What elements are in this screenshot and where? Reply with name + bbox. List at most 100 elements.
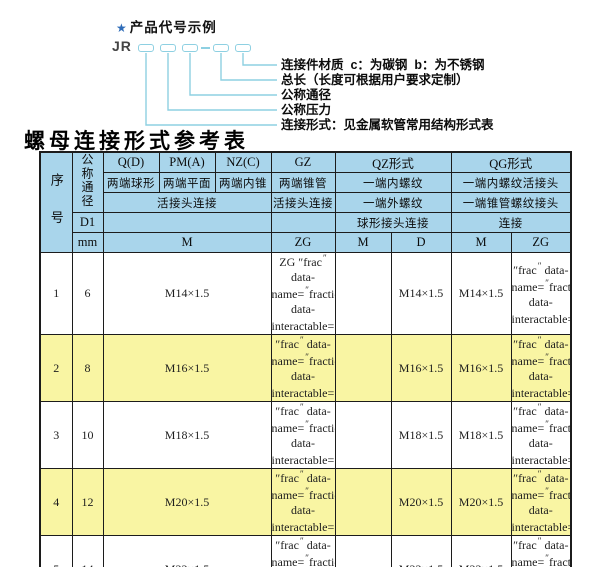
cell-dn: 10: [71, 401, 104, 469]
cell-qg-zg: ″frac″ data-name=″fraction″ data-interac…: [510, 334, 572, 402]
inch-mark: ″: [537, 260, 542, 271]
cell-gz-zg: ″frac″ data-name=″fraction″ data-interac…: [270, 468, 336, 536]
table-row: 514M22×1.5″frac″ data-name=″fraction″ da…: [39, 535, 572, 567]
callout-nominal-pressure: 公称压力: [281, 103, 332, 117]
product-code-diagram: ★ 产品代号示例 JR 连接件材质 c：为碳钢 b：为不锈钢 总长（长度可根据用户…: [0, 0, 600, 150]
cell-qg-zg: ″frac″ data-name=″fraction″ data-interac…: [510, 535, 572, 567]
header-union-connection: 活接头连接: [102, 192, 272, 213]
cell-qg-m: M14×1.5: [450, 252, 512, 335]
inch-mark: ″: [299, 402, 304, 413]
callout-material: 连接件材质 c：为碳钢 b：为不锈钢: [281, 58, 485, 72]
inch-mark: ″: [545, 486, 550, 496]
cell-qz-m: [334, 535, 392, 567]
cell-gz-zg: ″frac″ data-name=″fraction″ data-interac…: [270, 334, 336, 402]
cell-gz-zg: ″frac″ data-name=″fraction″ data-interac…: [270, 535, 336, 567]
cell-qg-zg: ″frac″ data-name=″fraction″ data-interac…: [510, 252, 572, 335]
inch-mark: ″: [299, 335, 304, 346]
cell-gz-zg: ZG ″frac″ data-name=″fraction″ data-inte…: [270, 252, 336, 335]
cell-qz-d: M20×1.5: [390, 468, 452, 536]
header-qz-m: M: [334, 232, 392, 253]
inch-mark: ″: [513, 337, 519, 351]
inch-mark: ″: [545, 419, 550, 429]
code-segment-box-4: [213, 44, 229, 52]
header-pm-type: 两端平面: [158, 172, 216, 193]
cell-gz-zg: ″frac″ data-name=″fraction″ data-interac…: [270, 401, 336, 469]
inch-mark: ″: [305, 352, 310, 362]
cell-seq: 3: [39, 401, 73, 469]
cell-qg-m: M18×1.5: [450, 401, 512, 469]
inch-mark: ″: [305, 419, 310, 429]
cell-seq: 4: [39, 468, 73, 536]
inch-mark: ″: [513, 404, 519, 418]
inch-mark: ″: [275, 337, 281, 351]
header-q-type: 两端球形: [102, 172, 160, 193]
table-header: 序号 公称通径 Q(D) PM(A) NZ(C) GZ QZ形式 QG形式 两端…: [39, 151, 572, 253]
cell-qz-d: M16×1.5: [390, 334, 452, 402]
header-gz-connection: 活接头连接: [270, 192, 336, 213]
header-m: M: [102, 232, 272, 253]
header-empty-1: [102, 212, 272, 233]
header-qg-form: QG形式: [450, 151, 572, 173]
cell-qz-m: [334, 468, 392, 536]
table-title: 螺母连接形式参考表: [24, 129, 249, 153]
cell-qz-m: [334, 252, 392, 335]
header-dn: 公称通径: [71, 151, 104, 213]
inch-mark: ″: [305, 553, 310, 563]
code-segment-box-2: [160, 44, 176, 52]
header-nz: NZ(C): [214, 151, 272, 173]
cell-qg-m: M20×1.5: [450, 468, 512, 536]
star-icon: ★: [116, 21, 128, 35]
inch-mark: ″: [298, 255, 304, 269]
inch-mark: ″: [322, 253, 327, 264]
inch-mark: ″: [513, 538, 519, 552]
callout-nominal-diameter: 公称通径: [281, 88, 332, 102]
code-segment-box-3: [182, 44, 198, 52]
inch-mark: ″: [537, 335, 542, 346]
inch-mark: ″: [537, 402, 542, 413]
cell-qg-zg: ″frac″ data-name=″fraction″ data-interac…: [510, 401, 572, 469]
inch-mark: ″: [513, 262, 519, 277]
header-qg-m: M: [450, 232, 512, 253]
inch-mark: ″: [545, 553, 550, 563]
connector-lines: [145, 53, 277, 126]
header-row-1: 序号 公称通径 Q(D) PM(A) NZ(C) GZ QZ形式 QG形式: [39, 151, 572, 253]
header-qg-connection: 连接: [450, 212, 572, 233]
header-row-5: mm M ZG M D M ZG: [40, 232, 572, 253]
cell-qg-zg: ″frac″ data-name=″fraction″ data-interac…: [510, 468, 572, 536]
cell-qz-m: [334, 401, 392, 469]
cell-m-thread: M18×1.5: [102, 401, 272, 469]
inch-mark: ″: [299, 469, 304, 480]
cell-m-thread: M14×1.5: [102, 252, 272, 335]
callout-total-length: 总长（长度可根据用户要求定制）: [281, 73, 469, 87]
inch-mark: ″: [513, 471, 519, 485]
cell-dn: 6: [71, 252, 104, 335]
code-segment-box-1: [138, 44, 154, 52]
code-separator-dash: [201, 47, 210, 49]
header-qg-zg: ZG: [510, 232, 572, 253]
cell-qz-d: M14×1.5: [390, 252, 452, 335]
header-pm: PM(A): [158, 151, 216, 173]
inch-mark: ″: [275, 538, 281, 552]
cell-qz-m: [334, 334, 392, 402]
section-heading-text: 产品代号示例: [129, 20, 217, 35]
header-q: Q(D): [102, 151, 160, 173]
header-qz-connection: 球形接头连接: [334, 212, 452, 233]
header-seq: 序号: [39, 151, 73, 253]
cell-dn: 8: [71, 334, 104, 402]
header-row-3: 活接头连接 活接头连接 一端外螺纹 一端锥管螺纹接头: [40, 192, 572, 213]
header-empty-2: [270, 212, 336, 233]
cell-qg-m: M22×1.5: [450, 535, 512, 567]
header-nz-type: 两端内锥: [214, 172, 272, 193]
cell-m-thread: M20×1.5: [102, 468, 272, 536]
inch-mark: ″: [545, 277, 550, 288]
cell-dn: 12: [71, 468, 104, 536]
header-qg-type1: 一端内螺纹活接头: [450, 172, 572, 193]
header-gz-type: 两端锥管: [270, 172, 336, 193]
cell-qz-d: M18×1.5: [390, 401, 452, 469]
inch-mark: ″: [537, 469, 542, 480]
